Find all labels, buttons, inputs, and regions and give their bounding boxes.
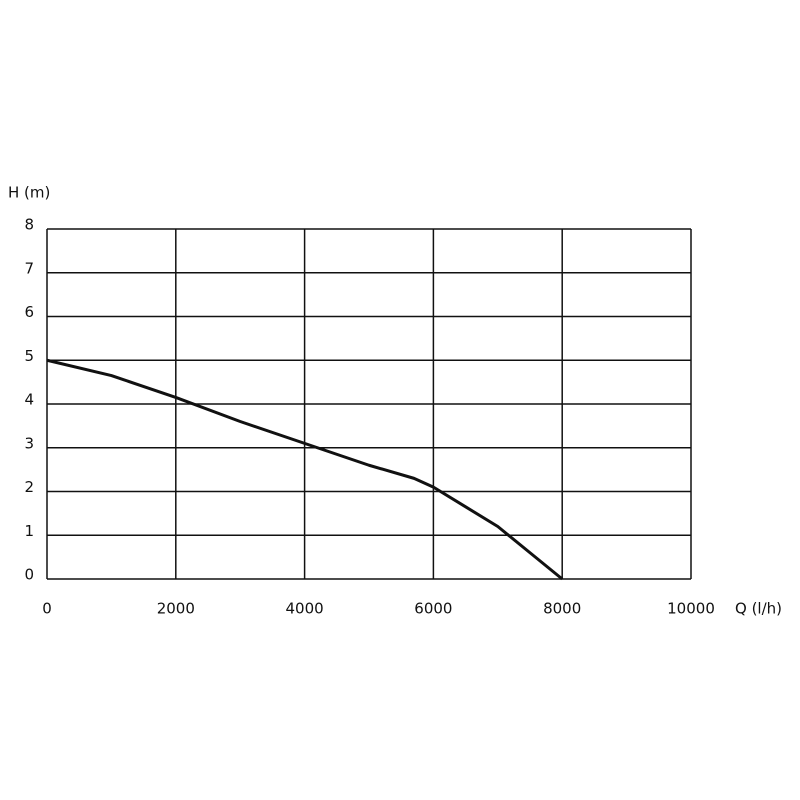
y-tick-label: 8 <box>24 216 34 234</box>
x-tick-label: 8000 <box>543 600 581 618</box>
x-axis-label: Q (l/h) <box>735 600 782 618</box>
y-tick-label: 1 <box>24 522 34 540</box>
y-tick-label: 2 <box>24 478 34 496</box>
y-tick-label: 4 <box>24 391 34 409</box>
x-tick-label: 10000 <box>667 600 715 618</box>
y-tick-label: 3 <box>24 434 34 452</box>
y-tick-label: 0 <box>24 566 34 584</box>
x-tick-label: 0 <box>42 600 52 618</box>
y-tick-label: 6 <box>24 303 34 321</box>
x-tick-label: 6000 <box>414 600 452 618</box>
x-tick-label: 4000 <box>286 600 324 618</box>
curve <box>46 358 564 581</box>
y-tick-label: 7 <box>24 259 34 277</box>
y-tick-label: 5 <box>24 347 34 365</box>
y-axis-label: H (m) <box>8 184 50 202</box>
x-tick-label: 2000 <box>157 600 195 618</box>
